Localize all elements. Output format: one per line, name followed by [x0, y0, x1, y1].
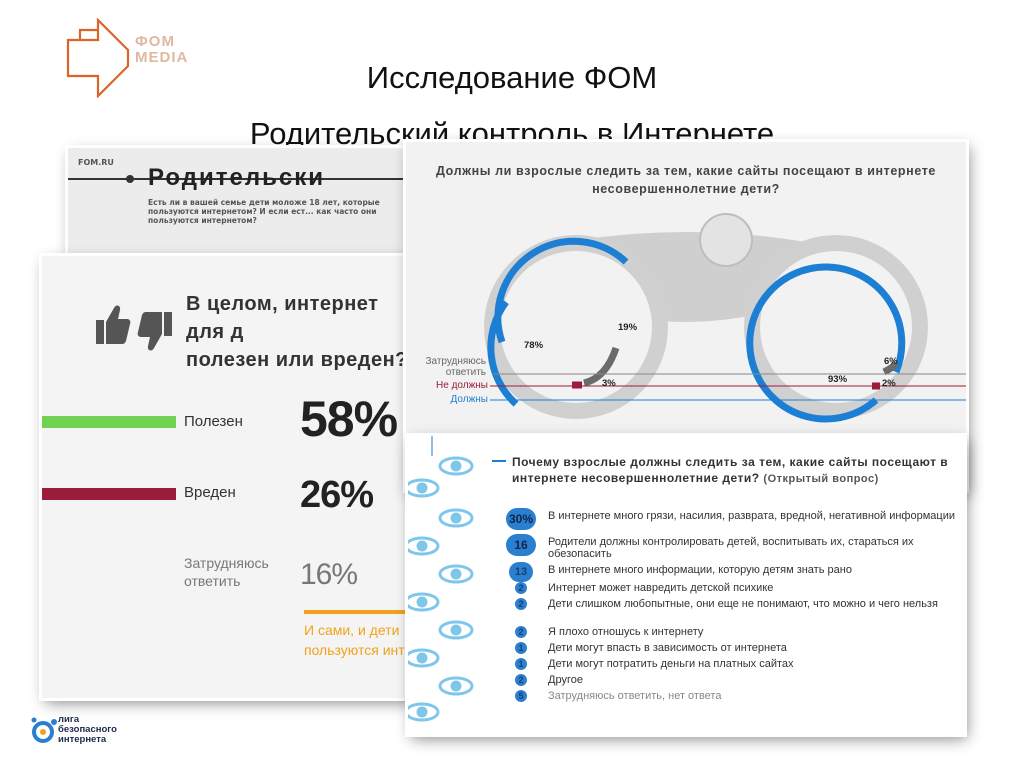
back-card-rule	[68, 178, 416, 180]
right-should-not-value: 2%	[882, 378, 896, 389]
left-question-line-1: В целом, интернет для д	[186, 293, 379, 343]
list-item-text: Дети могут потратить деньги на платных с…	[548, 658, 794, 670]
thumbs-up-down-icon	[96, 305, 172, 351]
list-item-text: Дети могут впасть в зависимость от интер…	[548, 642, 787, 654]
liga-logo-text: лига безопасного интернета	[58, 715, 117, 745]
harmful-value: 26%	[300, 474, 374, 516]
list-item: 13 В интернете много информации, которую…	[506, 562, 956, 582]
list-item-text: В интернете много грязи, насилия, развра…	[548, 510, 955, 522]
list-item: 16 Родители должны контролировать детей,…	[506, 534, 956, 562]
list-item: 2 Дети слишком любопытные, они еще не по…	[506, 596, 956, 624]
legend-should: Должны	[450, 394, 488, 405]
left-unsure-value: 19%	[618, 322, 638, 333]
list-item: 1 Дети могут потратить деньги на платных…	[506, 656, 956, 672]
list-item: 1 Дети могут впасть в зависимость от инт…	[506, 640, 956, 656]
liga-line-1: лига	[58, 714, 80, 725]
list-item-text: Интернет может навредить детской психике	[548, 582, 774, 594]
list-item: 30% В интернете много грязи, насилия, ра…	[506, 508, 956, 534]
list-item-value: 5	[515, 690, 527, 702]
useful-label: Полезен	[184, 413, 243, 430]
list-item-text: Я плохо отношусь к интернету	[548, 626, 704, 638]
list-item: 2 Я плохо отношусь к интернету	[506, 624, 956, 640]
list-item-text: В интернете много информации, которую де…	[548, 564, 852, 576]
binoculars-chart	[484, 213, 966, 423]
left-card: В целом, интернет для д полезен или вред…	[42, 256, 414, 698]
list-item-value: 2	[515, 674, 527, 686]
unsure-value: 16%	[300, 558, 358, 591]
legend-should-not: Не должны	[436, 380, 488, 391]
list-item: 5 Затрудняюсь ответить, нет ответа	[506, 688, 956, 704]
list-item-text: Затрудняюсь ответить, нет ответа	[548, 690, 722, 702]
list-item: 2 Другое	[506, 672, 956, 688]
back-card-question: Есть ли в вашей семье дети моложе 18 лет…	[148, 198, 380, 225]
liga-line-3: интернета	[58, 734, 107, 745]
question-arrow-icon	[492, 460, 506, 462]
right-lens-inner	[760, 251, 912, 403]
fom-media-logo-icon	[66, 18, 130, 98]
right-card: Должны ли взрослые следить за тем, какие…	[406, 142, 966, 490]
bottom-card: Почему взрослые должны следить за тем, к…	[408, 436, 964, 734]
list-item-text: Родители должны контролировать детей, во…	[548, 536, 914, 560]
list-item-text: Другое	[548, 674, 583, 686]
right-unsure-arc	[882, 361, 899, 376]
list-item-value: 30%	[506, 508, 536, 530]
back-card: FOM.RU Родительски Есть ли в вашей семье…	[68, 148, 416, 258]
left-lens-inner	[500, 251, 652, 403]
useful-value: 58%	[300, 391, 398, 447]
list-item-value: 2	[515, 582, 527, 594]
list-item-value: 1	[515, 658, 527, 670]
back-card-site: FOM.RU	[78, 158, 114, 167]
right-should-arc	[746, 263, 906, 423]
title-line-1: Исследование ФОМ	[366, 60, 658, 95]
left-should-value: 78%	[524, 340, 544, 351]
left-card-note: И сами, и дети пользуются инте	[304, 622, 413, 658]
right-card-question: Должны ли взрослые следить за тем, какие…	[436, 164, 936, 196]
liga-line-2: безопасного	[58, 724, 117, 735]
bottom-card-question: Почему взрослые должны следить за тем, к…	[512, 454, 952, 487]
note-rule	[304, 610, 414, 614]
focus-knob-icon	[699, 213, 753, 267]
eyes-pattern-icon	[408, 436, 474, 722]
right-should-value: 93%	[828, 374, 848, 385]
left-question-line-2: полезен или вреден?	[186, 349, 408, 371]
useful-bar	[42, 416, 176, 428]
logo-line-2: MEDIA	[135, 49, 189, 66]
left-unsure-arc	[583, 346, 620, 387]
left-should-arc-lower	[487, 299, 519, 407]
bullet-icon	[126, 175, 134, 183]
unsure-label: Затрудняюсь ответить	[184, 555, 269, 589]
list-item-text: Дети слишком любопытные, они еще не пони…	[548, 598, 938, 610]
bottom-question-sub: (Открытый вопрос)	[763, 473, 879, 485]
reasons-list: 30% В интернете много грязи, насилия, ра…	[506, 508, 956, 704]
list-item-value: 1	[515, 642, 527, 654]
left-should-not-value: 3%	[602, 378, 616, 389]
back-card-title: Родительски	[148, 164, 325, 191]
harmful-bar	[42, 488, 176, 500]
left-card-question: В целом, интернет для д полезен или вред…	[186, 290, 414, 374]
list-item-value: 2	[515, 598, 527, 610]
fom-media-logo-text: ФОМ MEDIA	[135, 34, 188, 66]
liga-logo-icon	[31, 717, 57, 743]
list-item-value: 16	[506, 534, 536, 556]
list-item: 2 Интернет может навредить детской психи…	[506, 580, 956, 596]
list-item-value: 2	[515, 626, 527, 638]
logo-line-1: ФОМ	[135, 33, 175, 50]
legend-unsure: Затрудняюсь ответить	[425, 356, 486, 378]
right-unsure-value: 6%	[884, 356, 898, 367]
bottom-question-text: Почему взрослые должны следить за тем, к…	[512, 455, 949, 485]
harmful-label: Вреден	[184, 484, 236, 501]
list-item-value: 13	[509, 562, 533, 582]
